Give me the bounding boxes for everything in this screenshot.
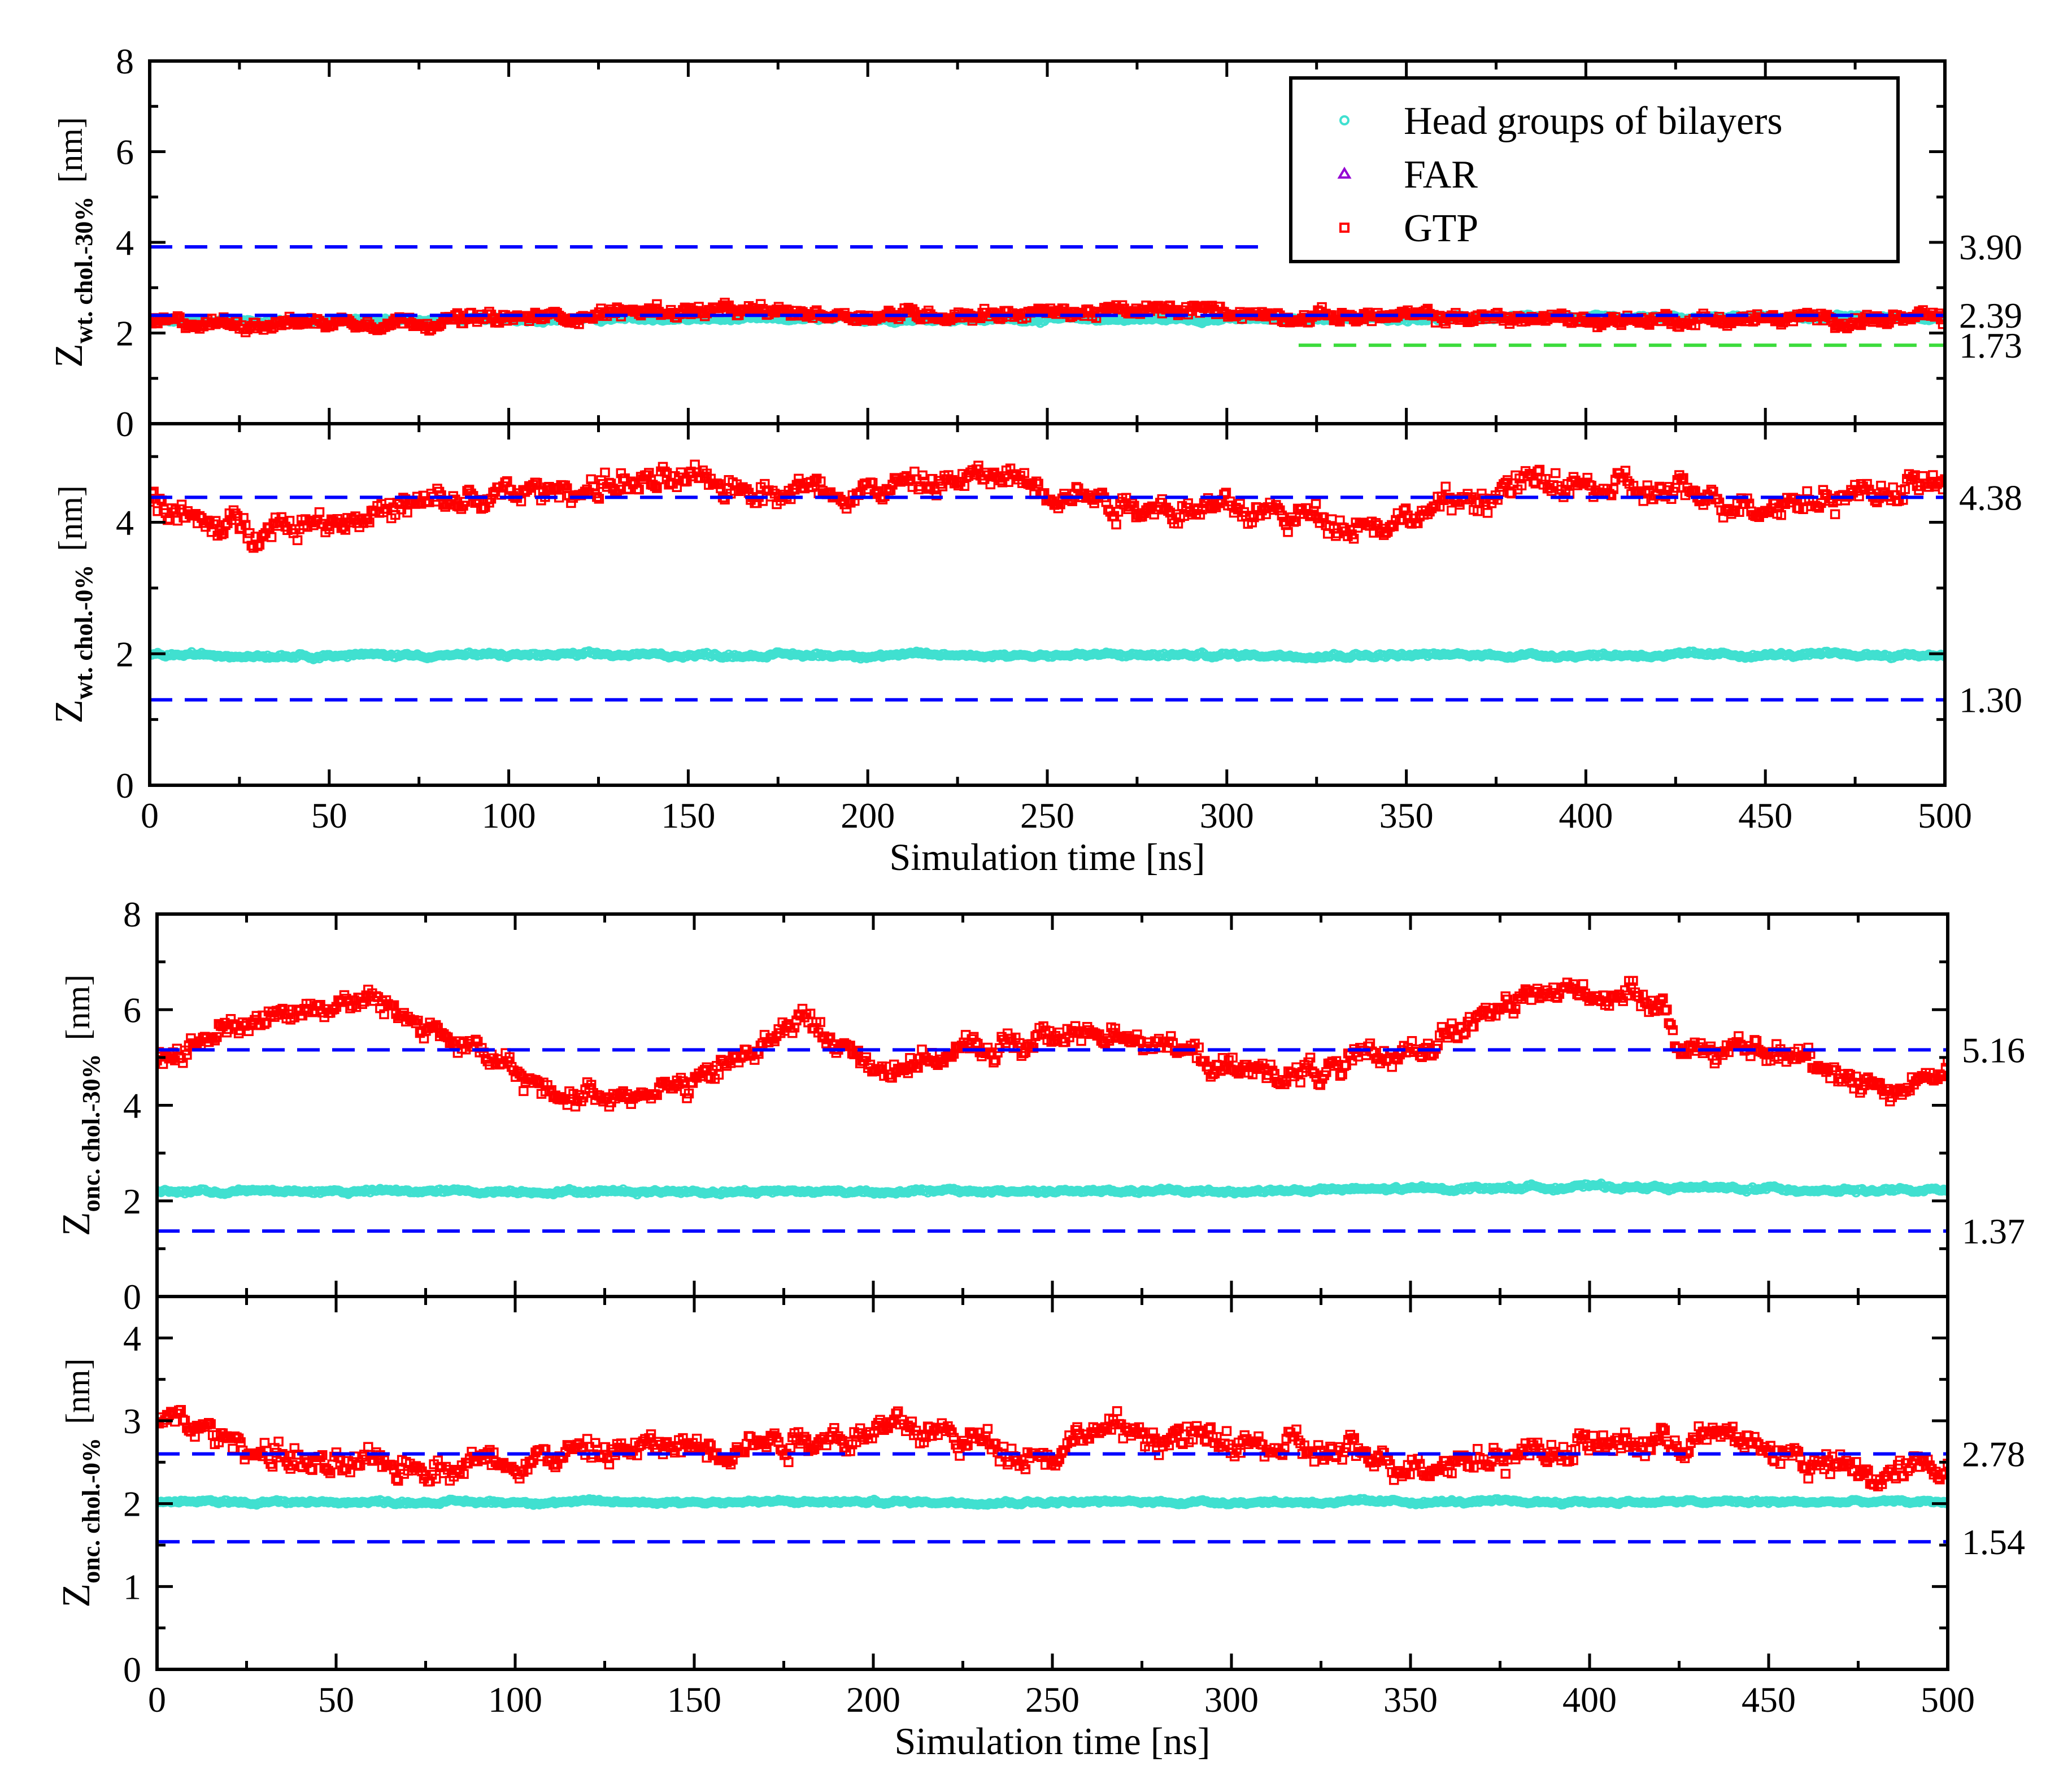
y-tick-label: 2 — [123, 1181, 141, 1221]
series-circle-markers — [157, 1178, 1948, 1200]
y-tick-label: 0 — [123, 1650, 141, 1690]
y-tick-label: 8 — [123, 894, 141, 934]
y-tick-label: 2 — [123, 1484, 141, 1524]
panel-onc-0: 2.78 1.54 0 50 100 150 200 250 300 350 400 450 500 Si… — [55, 1295, 2025, 1763]
mean-label: 3.90 — [1959, 227, 2022, 267]
y-tick-label: 4 — [123, 1318, 141, 1358]
x-tick-label: 500 — [1918, 795, 1972, 836]
legend-box — [1289, 76, 1900, 263]
y-axis-title: Zwt. chol.-0% [nm] — [47, 485, 98, 724]
y-tick-label: 2 — [116, 314, 134, 354]
y-tick-label: 0 — [116, 765, 134, 806]
mean-label: 5.16 — [1962, 1030, 2025, 1070]
x-tick-label: 300 — [1200, 795, 1254, 836]
y-tick-label: 4 — [123, 1086, 141, 1126]
x-tick-label: 0 — [141, 795, 159, 836]
series-circle-markers — [157, 1494, 1948, 1510]
series-square-markers — [150, 298, 1945, 338]
mean-label: 1.37 — [1962, 1211, 2025, 1251]
x-tick-label: 450 — [1742, 1680, 1796, 1720]
y-tick-label: 6 — [123, 990, 141, 1030]
legend: Head groups of bilayers FAR GTP — [1289, 76, 1900, 263]
y-axis-title-unit: [nm] — [52, 485, 89, 551]
y-tick-label: 0 — [123, 1277, 141, 1317]
panel-wt-0: 4.38 1.30 0 50 100 150 200 250 300 350 400 450 500 Si… — [47, 422, 2022, 878]
x-tick-label: 50 — [318, 1680, 354, 1720]
x-tick-label: 150 — [667, 1680, 721, 1720]
panel-data — [157, 976, 1948, 1240]
legend-marker-circle — [1339, 115, 1350, 125]
legend-label: FAR — [1404, 153, 1478, 197]
mean-label: 2.78 — [1962, 1434, 2025, 1474]
y-axis-title-sub: onc. chol.-0% — [77, 1438, 105, 1583]
x-tick-label: 250 — [1025, 1680, 1079, 1720]
legend-marker-triangle — [1337, 167, 1352, 179]
x-tick-label: 150 — [661, 795, 715, 836]
y-axis-title-sub: onc. chol.-30% — [77, 1054, 105, 1212]
x-tick-label: 350 — [1379, 795, 1434, 836]
y-axis-title: Zwt. chol.-30% [nm] — [47, 117, 98, 368]
y-axis-title-sub: wt. chol.-0% — [70, 565, 98, 699]
x-tick-label: 500 — [1921, 1680, 1975, 1720]
series-square-markers — [157, 1405, 1948, 1491]
y-tick-label: 0 — [116, 404, 134, 444]
x-tick-label: 250 — [1020, 795, 1074, 836]
x-tick-label: 400 — [1559, 795, 1613, 836]
mean-label: 1.54 — [1962, 1522, 2025, 1562]
x-tick-label: 450 — [1738, 795, 1792, 836]
legend-marker-square — [1339, 223, 1350, 233]
legend-label: GTP — [1404, 207, 1478, 250]
y-axis-title: Zonc. chol.-0% [nm] — [55, 1358, 105, 1607]
x-tick-label: 100 — [482, 795, 536, 836]
mean-label: 4.38 — [1959, 477, 2022, 517]
x-axis-title: Simulation time [ns] — [889, 836, 1205, 878]
panel-wt-30: 3.90 2.391.73 0 2 4 6 8 Zwt. chol.-30% [nm] Head … — [47, 41, 2022, 444]
y-axis-title-unit: [nm] — [52, 117, 89, 183]
y-axis-title-unit: [nm] — [59, 1358, 97, 1424]
x-tick-label: 200 — [846, 1680, 900, 1720]
y-tick-label: 4 — [116, 223, 134, 263]
x-axis-title: Simulation time [ns] — [894, 1720, 1210, 1763]
mean-label: 1.30 — [1959, 680, 2022, 720]
y-axis-title-main: Z — [55, 1212, 98, 1236]
x-tick-label: 300 — [1204, 1680, 1259, 1720]
legend-label: Head groups of bilayers — [1404, 99, 1783, 143]
mean-label: 1.73 — [1959, 325, 2022, 366]
x-tick-label: 350 — [1383, 1680, 1438, 1720]
y-axis-title-main: Z — [47, 343, 91, 368]
x-tick-label: 200 — [841, 795, 895, 836]
x-tick-label: 100 — [488, 1680, 542, 1720]
y-tick-label: 1 — [123, 1567, 141, 1607]
y-axis-title-main: Z — [55, 1583, 98, 1608]
panel-data — [157, 1405, 1948, 1550]
x-tick-label: 400 — [1562, 1680, 1617, 1720]
y-axis-title-unit: [nm] — [59, 975, 97, 1041]
y-tick-label: 8 — [116, 41, 134, 81]
x-tick-label: 50 — [311, 795, 347, 836]
y-axis-title-main: Z — [47, 699, 91, 724]
x-tick-label: 0 — [148, 1680, 166, 1720]
y-tick-label: 3 — [123, 1401, 141, 1441]
mean-label: 2.39 — [1959, 295, 2022, 336]
y-axis-title: Zonc. chol.-30% [nm] — [55, 975, 105, 1236]
series-square-markers — [157, 976, 1948, 1112]
y-tick-label: 2 — [116, 634, 134, 674]
y-tick-label: 6 — [116, 132, 134, 172]
y-axis-title-sub: wt. chol.-30% — [70, 197, 98, 343]
y-tick-label: 4 — [116, 503, 134, 543]
